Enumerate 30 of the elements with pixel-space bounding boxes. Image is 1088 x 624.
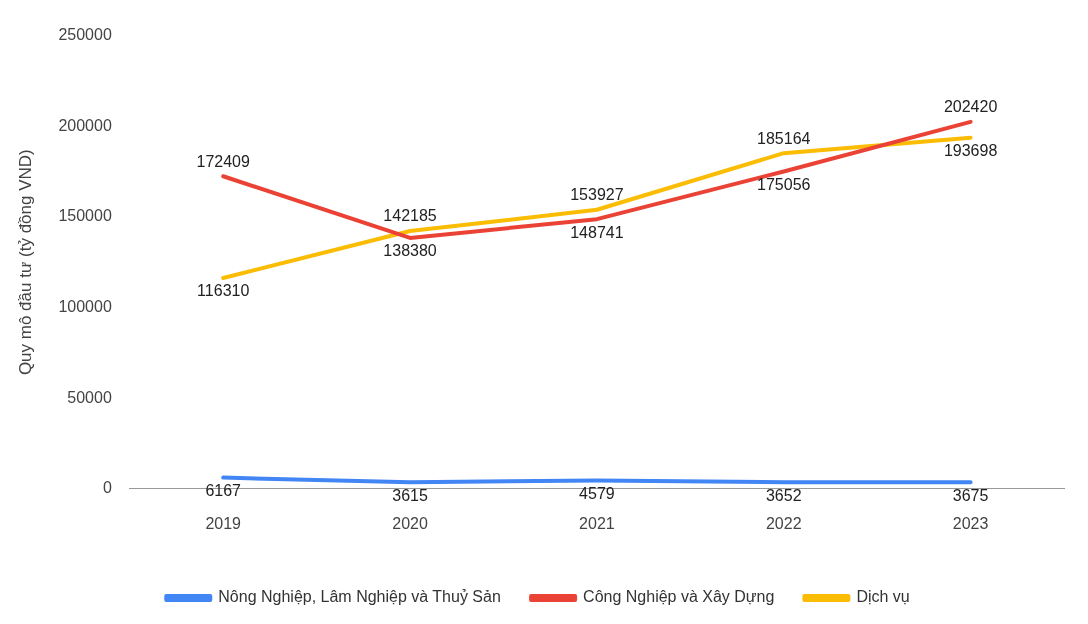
legend-label: Nông Nghiệp, Lâm Nghiệp và Thuỷ Sản xyxy=(218,588,501,606)
data-label: 153927 xyxy=(570,186,624,204)
data-label: 193698 xyxy=(943,142,998,160)
data-label: 185164 xyxy=(757,129,811,147)
y-tick-label: 0 xyxy=(102,479,112,497)
x-tick-label: 2022 xyxy=(765,514,802,532)
x-tick-label: 2021 xyxy=(579,514,615,532)
data-label: 4579 xyxy=(579,484,615,502)
data-label: 202420 xyxy=(943,98,998,116)
data-label: 142185 xyxy=(383,207,437,225)
x-tick-label: 2019 xyxy=(205,514,242,532)
legend-label: Công Nghiệp và Xây Dựng xyxy=(583,588,775,606)
x-tick-label: 2023 xyxy=(952,514,989,532)
data-label: 3675 xyxy=(952,486,989,504)
y-tick-label: 150000 xyxy=(58,207,112,225)
legend-label: Dịch vụ xyxy=(856,588,910,606)
y-tick-label: 100000 xyxy=(58,297,112,315)
data-label: 3615 xyxy=(392,486,428,504)
data-label: 148741 xyxy=(570,223,624,241)
y-tick-label: 250000 xyxy=(58,26,112,44)
data-label: 172409 xyxy=(196,152,251,170)
data-label: 6167 xyxy=(205,482,242,500)
y-tick-label: 50000 xyxy=(67,388,112,406)
x-tick-label: 2020 xyxy=(392,514,428,532)
y-axis-title: Quy mô đầu tư (tỷ đồng VND) xyxy=(15,149,35,376)
y-tick-label: 200000 xyxy=(58,116,112,134)
data-label: 138380 xyxy=(383,242,437,260)
data-label: 3652 xyxy=(765,486,802,504)
data-label: 116310 xyxy=(197,282,250,300)
data-label: 175056 xyxy=(757,175,811,193)
